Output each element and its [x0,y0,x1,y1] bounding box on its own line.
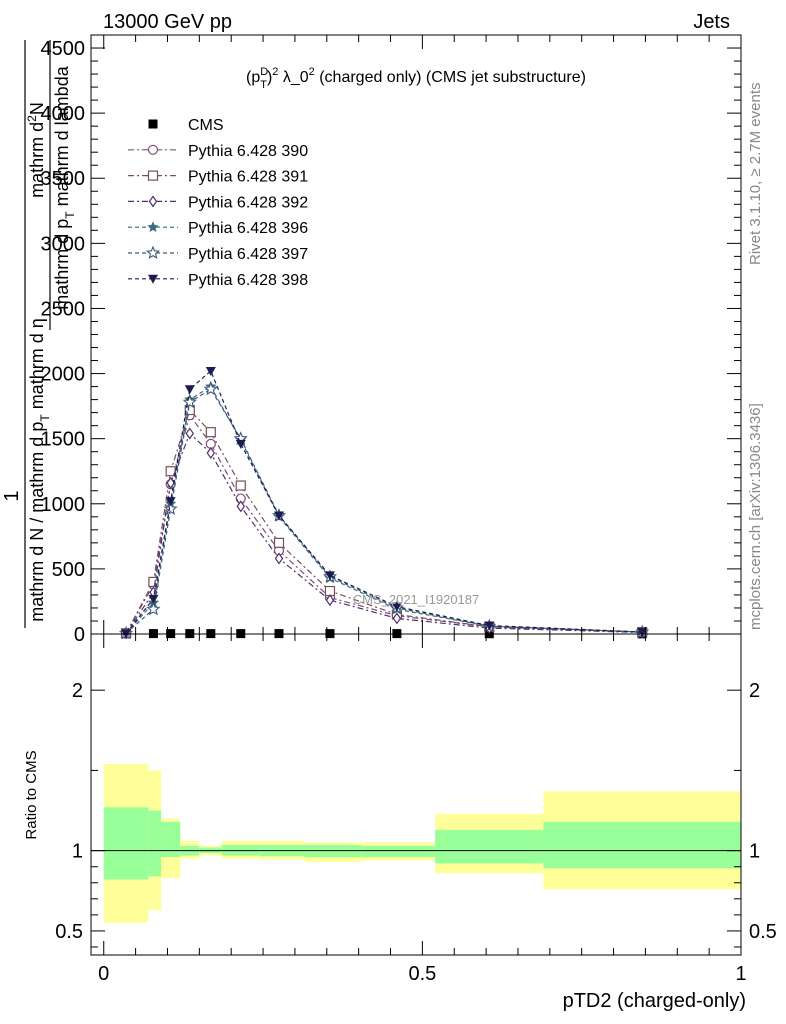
series-point [148,594,159,604]
main-panel: 0 500 1000 1500 2000 2500 3000 3500 4000 4500 (pD… [1,34,742,646]
ratio-y-tick-label: 1 [72,841,83,863]
main-y-tick-label: 3000 [41,233,86,255]
ratio-y-tick-label-right: 0.5 [749,921,777,943]
header-left: 13000 GeV pp [103,11,232,33]
series-point [392,612,402,625]
ratio-frame [90,633,742,956]
ratio-inner-band [161,821,181,858]
ratio-panel: 0.5 0.51 12 2 0 0.5 1 Ratio to CMS pTD2 (char… [23,633,777,1012]
ratio-inner-band [103,807,149,880]
ratio-bands [103,764,741,923]
ratio-inner-band [543,821,741,869]
ratio-y-label: Ratio to CMS [23,750,40,839]
legend-entry: Pythia 6.428 396 [128,220,308,237]
legend-label: CMS [188,117,224,134]
main-y-tick-label: 2000 [41,364,86,386]
y-label-one: 1 [1,490,23,501]
ratio-x-tick-label: 0 [98,963,109,985]
main-y-tick-label: 0 [74,624,85,646]
ratio-x-tick-label: 1 [735,963,746,985]
series-point [637,628,648,638]
legend-entry: Pythia 6.428 397 [128,245,308,263]
mcplots-label: mcplots.cern.ch [arXiv:1306.3436] [747,403,764,630]
series-point [205,427,216,438]
series-point [146,601,161,616]
legend-entry: Pythia 6.428 392 [128,194,308,211]
y-label-numerator-2: mathrm d pT mathrm d lambda [52,65,77,309]
series-point [166,476,175,489]
series-point [235,480,246,491]
series-point [273,537,285,548]
legend: CMS Pythia 6.428 390 Pythia 6.428 391 Pythi… [128,117,308,289]
y-label-numerator: mathrm d2N [25,102,47,198]
series-point [184,385,195,395]
legend-label: Pythia 6.428 397 [188,246,308,263]
series-point [165,497,176,507]
series-point [205,366,216,376]
series-point [163,501,178,516]
header-right: Jets [693,11,730,33]
main-y-tick-label: 4500 [41,38,86,60]
series-point [484,621,495,631]
legend-entry: CMS [148,117,224,134]
legend-marker [148,119,158,129]
rivet-label: Rivet 3.1.10, ≥ 2.7M events [747,83,764,266]
main-y-tick-label: 3500 [41,168,86,190]
series-point [325,594,335,607]
main-y-ticks: 0 500 1000 1500 2000 2500 3000 3500 4000 4500 [41,38,741,646]
legend-label: Pythia 6.428 396 [188,220,308,237]
series-point [206,446,216,460]
ratio-x-tick-label: 0.5 [408,963,436,985]
ratio-inner-band [435,829,544,864]
series-point [273,511,284,521]
main-y-tick-label: 2500 [41,298,86,320]
legend-marker [148,195,158,208]
legend-marker [147,170,159,181]
ratio-y-tick-label: 0.5 [55,921,83,943]
legend-marker [147,144,159,155]
legend-label: Pythia 6.428 391 [188,169,308,186]
series-point [185,427,195,440]
legend-marker [145,245,161,260]
main-y-tick-label: 1000 [41,494,86,516]
legend-label: Pythia 6.428 390 [188,143,308,160]
ratio-inner-band [361,845,436,858]
main-title: (pD T)2 λ_02 (charged only) (CMS jet subs… [246,66,586,91]
series-point [235,439,246,449]
legend-label: Pythia 6.428 398 [188,272,308,289]
x-axis-label: pTD2 (charged-only) [563,990,746,1012]
series-6 [121,366,648,639]
ratio-x-ticks: 0 0.5 1 [98,634,747,985]
ratio-inner-band [148,810,162,877]
legend-marker [147,221,159,233]
watermark: CMS_2021_I1920187 [353,592,480,607]
main-x-ticks [103,35,742,634]
main-y-tick-label: 1500 [41,429,86,451]
series-point [203,381,218,396]
ratio-y-tick-label-right: 1 [749,841,760,863]
legend-entry: Pythia 6.428 398 [128,272,308,289]
ratio-y-ticks: 0.5 0.5 1 1 2 2 [55,680,777,948]
main-y-tick-label: 4000 [41,103,86,125]
series-point [391,602,402,612]
main-y-label: 1 mathrm d N / mathrm d pT mathrm d η ma… [1,40,77,628]
main-y-tick-label: 500 [52,559,85,581]
series-point [324,571,335,581]
series-point [236,500,245,513]
y-label-denominator: mathrm d N / mathrm d pT mathrm d η [27,318,52,621]
legend-entry: Pythia 6.428 390 [128,143,308,160]
series-point [274,552,284,565]
legend-entry: Pythia 6.428 391 [128,169,308,186]
ratio-y-tick-label: 2 [72,680,83,702]
legend-marker [148,274,158,284]
ratio-y-tick-label-right: 2 [749,680,760,702]
legend-label: Pythia 6.428 392 [188,194,308,211]
